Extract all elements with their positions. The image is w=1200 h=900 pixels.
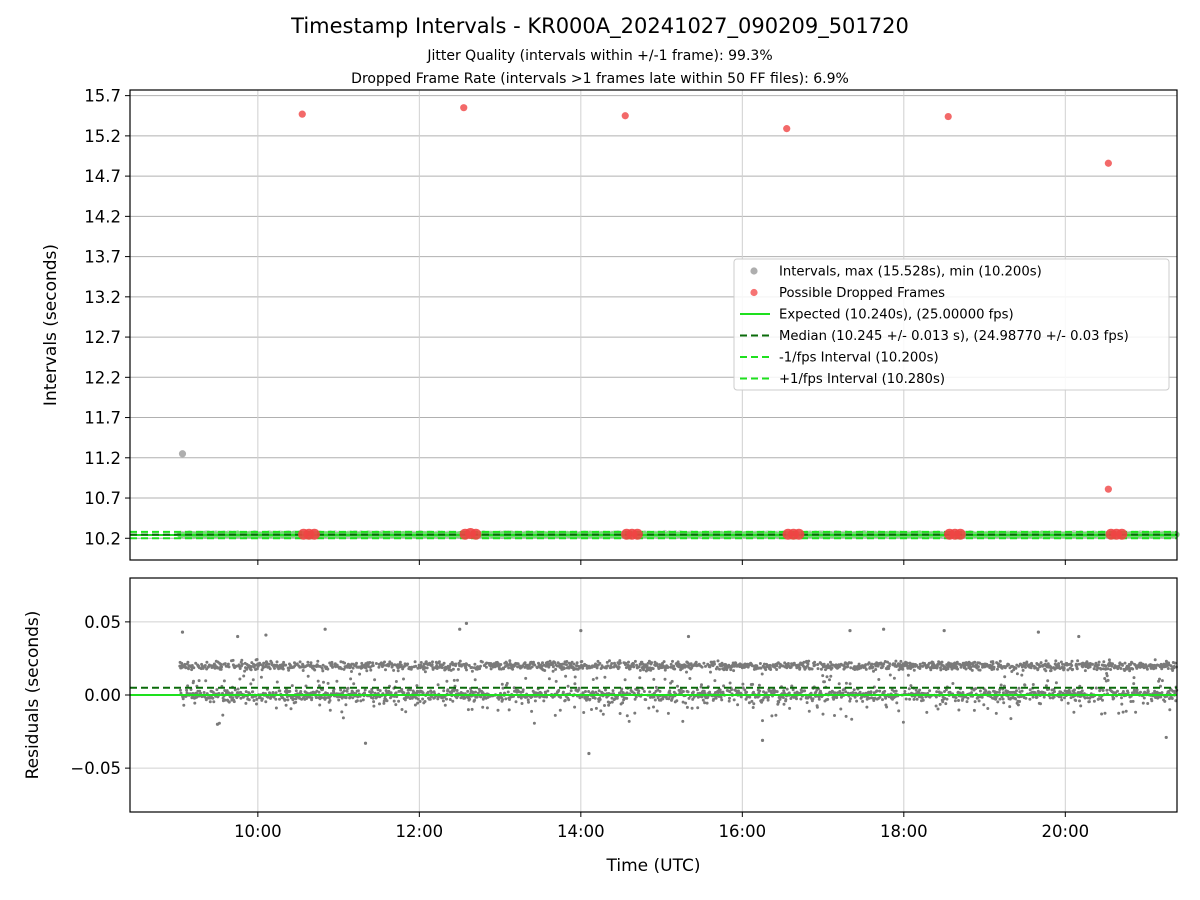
y-tick-label: 11.7	[84, 409, 121, 428]
y-tick-label: 13.7	[84, 248, 121, 267]
y-tick-label: 13.2	[84, 288, 121, 307]
legend-label: Median (10.245 +/- 0.013 s), (24.98770 +…	[779, 329, 1129, 344]
dropped-frame-point	[954, 528, 966, 540]
dropped-frame-point	[783, 125, 791, 133]
chart-subtitle-dropped: Dropped Frame Rate (intervals >1 frames …	[351, 71, 849, 87]
dropped-frame-point	[944, 112, 952, 121]
dropped-frame-point	[621, 112, 629, 120]
residual-point	[215, 722, 220, 726]
residual-point	[1036, 630, 1040, 634]
legend-label: Intervals, max (15.528s), min (10.200s)	[779, 265, 1042, 280]
y-tick-label: 10.2	[84, 529, 121, 548]
legend-label: -1/fps Interval (10.200s)	[779, 351, 939, 366]
residuals-plot: 0.05 0.00 −0.05 10:00 12:00 14:00 16:00 18:00 20…	[23, 577, 1179, 876]
residual-point	[882, 627, 886, 631]
interval-point	[178, 450, 187, 458]
residual-point	[848, 629, 852, 633]
dropped-frame-point	[460, 104, 468, 112]
dropped-frame-point	[470, 528, 482, 540]
chart-title: Timestamp Intervals - KR000A_20241027_09…	[291, 14, 909, 38]
legend-label: Expected (10.240s), (25.00000 fps)	[779, 308, 1014, 323]
legend-label: Possible Dropped Frames	[779, 286, 945, 301]
x-tick-label: 14:00	[557, 822, 605, 841]
x-tick-label: 10:00	[234, 822, 282, 841]
dropped-frame-point	[308, 528, 320, 540]
residual-point	[760, 738, 765, 742]
legend-box	[733, 258, 1170, 391]
residual-point	[686, 634, 691, 639]
residual-point	[458, 627, 462, 631]
y-tick-label: 15.2	[84, 127, 121, 146]
residual-point	[1164, 735, 1168, 740]
residual-point	[464, 621, 469, 625]
x-tick-label: 12:00	[396, 822, 444, 841]
y-tick-label: 11.2	[84, 449, 121, 468]
y-axis-label: Residuals (seconds)	[23, 611, 43, 780]
legend-marker	[750, 288, 758, 297]
legend: Intervals, max (15.528s), min (10.200s) P…	[733, 258, 1170, 391]
dropped-frame-point	[793, 528, 805, 540]
dropped-frame-point	[631, 528, 643, 540]
residual-point	[180, 630, 185, 634]
legend-marker	[750, 267, 758, 275]
y-tick-label: 12.7	[84, 328, 121, 347]
y-axis-label: Intervals (seconds)	[41, 244, 61, 406]
x-tick-label: 16:00	[719, 822, 767, 841]
y-tick-label: 10.7	[84, 489, 121, 508]
residual-point	[264, 633, 268, 637]
plot-frame	[129, 89, 1178, 561]
y-tick-label: 12.2	[84, 368, 121, 387]
residual-point	[587, 751, 591, 756]
x-tick-label: 20:00	[1042, 822, 1090, 841]
residual-point	[363, 741, 368, 745]
dropped-frame-point	[1116, 528, 1128, 540]
dropped-frame-point	[298, 110, 306, 118]
residual-point	[579, 629, 583, 633]
y-tick-label: 14.2	[84, 207, 121, 226]
y-tick-label: −0.05	[70, 759, 121, 778]
residual-point	[236, 634, 240, 639]
dropped-frame-point	[1104, 485, 1112, 493]
x-axis-label: Time (UTC)	[606, 856, 701, 876]
plot-frame	[129, 577, 1178, 813]
residual-point	[1077, 634, 1081, 639]
y-tick-label: 0.05	[84, 613, 121, 632]
legend-label: +1/fps Interval (10.280s)	[779, 372, 945, 387]
y-tick-label: 14.7	[84, 167, 121, 186]
chart-subtitle-jitter: Jitter Quality (intervals within +/-1 fr…	[427, 48, 773, 64]
y-tick-label: 15.7	[84, 87, 121, 106]
residual-points	[178, 658, 1179, 725]
residual-point	[323, 627, 327, 631]
dropped-frame-point	[1104, 159, 1112, 167]
y-tick-label: 0.00	[84, 686, 121, 705]
residual-point	[942, 629, 946, 633]
x-tick-label: 18:00	[880, 822, 928, 841]
